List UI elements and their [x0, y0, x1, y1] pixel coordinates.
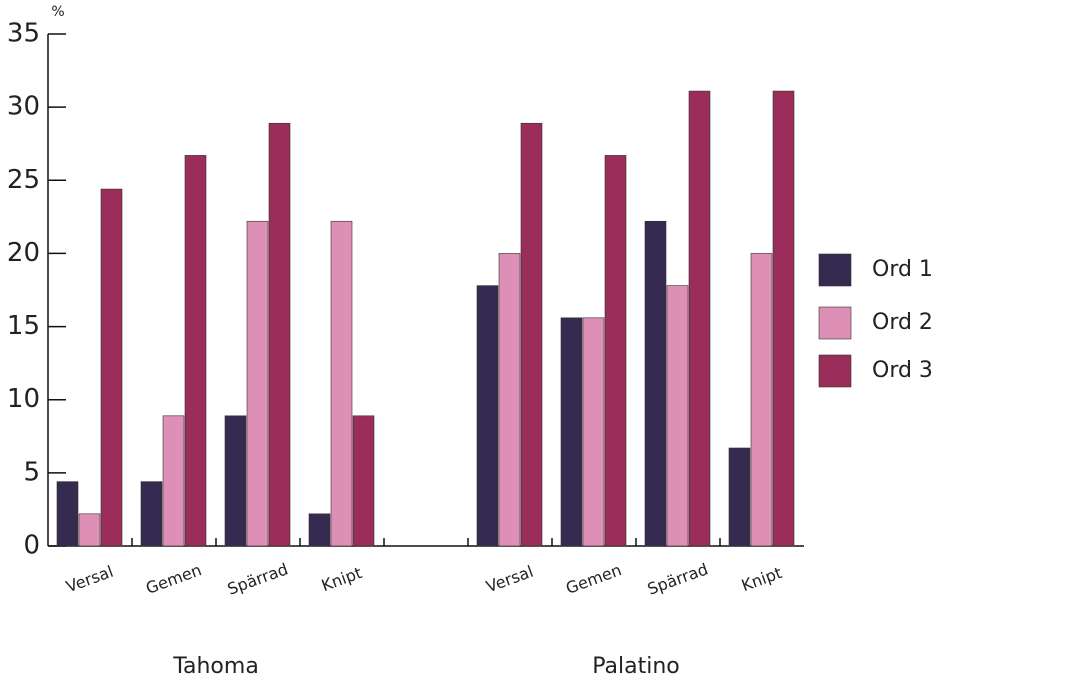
bar [330, 220, 353, 547]
bar [560, 317, 583, 547]
bar [246, 220, 269, 547]
bar [644, 220, 667, 547]
x-tick-label: Gemen [143, 560, 204, 598]
bar [750, 253, 773, 547]
bar [184, 155, 207, 547]
legend-label: Ord 3 [872, 358, 933, 383]
y-tick-label: 10 [7, 384, 40, 414]
bar [688, 90, 711, 547]
bar [352, 415, 375, 547]
y-tick-label: 25 [7, 165, 40, 195]
bar [728, 447, 751, 547]
bar [520, 122, 543, 547]
bar [224, 415, 247, 547]
bar [308, 513, 331, 547]
bar [268, 122, 291, 547]
group-label: Palatino [592, 654, 680, 679]
legend-label: Ord 1 [872, 257, 933, 282]
legend-swatch [818, 354, 852, 388]
legend-label: Ord 2 [872, 310, 933, 335]
bar [582, 317, 605, 547]
bar [476, 285, 499, 547]
x-tick-label: Knipt [319, 563, 365, 595]
bar [498, 253, 521, 547]
x-tick-label: Knipt [739, 563, 785, 595]
y-tick-label: 20 [7, 238, 40, 268]
legend-swatch [818, 306, 852, 340]
bar [772, 90, 795, 547]
bar [78, 513, 101, 547]
y-tick-label: 5 [23, 457, 40, 487]
y-tick-label: 35 [7, 19, 40, 49]
legend-swatch [818, 253, 852, 287]
bar [100, 188, 123, 547]
x-tick-label: Spärrad [225, 559, 291, 598]
x-tick-label: Versal [484, 562, 536, 597]
y-tick-label: 30 [7, 92, 40, 122]
y-tick-label: 0 [23, 531, 40, 561]
x-tick-label: Gemen [563, 560, 624, 598]
bar [162, 415, 185, 547]
group-label: Tahoma [172, 654, 259, 679]
bar [140, 481, 163, 547]
x-tick-label: Spärrad [645, 559, 711, 598]
y-tick-label: 15 [7, 311, 40, 341]
bar [56, 481, 79, 547]
bar [604, 155, 627, 547]
bar [666, 285, 689, 547]
x-tick-label: Versal [64, 562, 116, 597]
y-axis-label: % [51, 4, 64, 20]
